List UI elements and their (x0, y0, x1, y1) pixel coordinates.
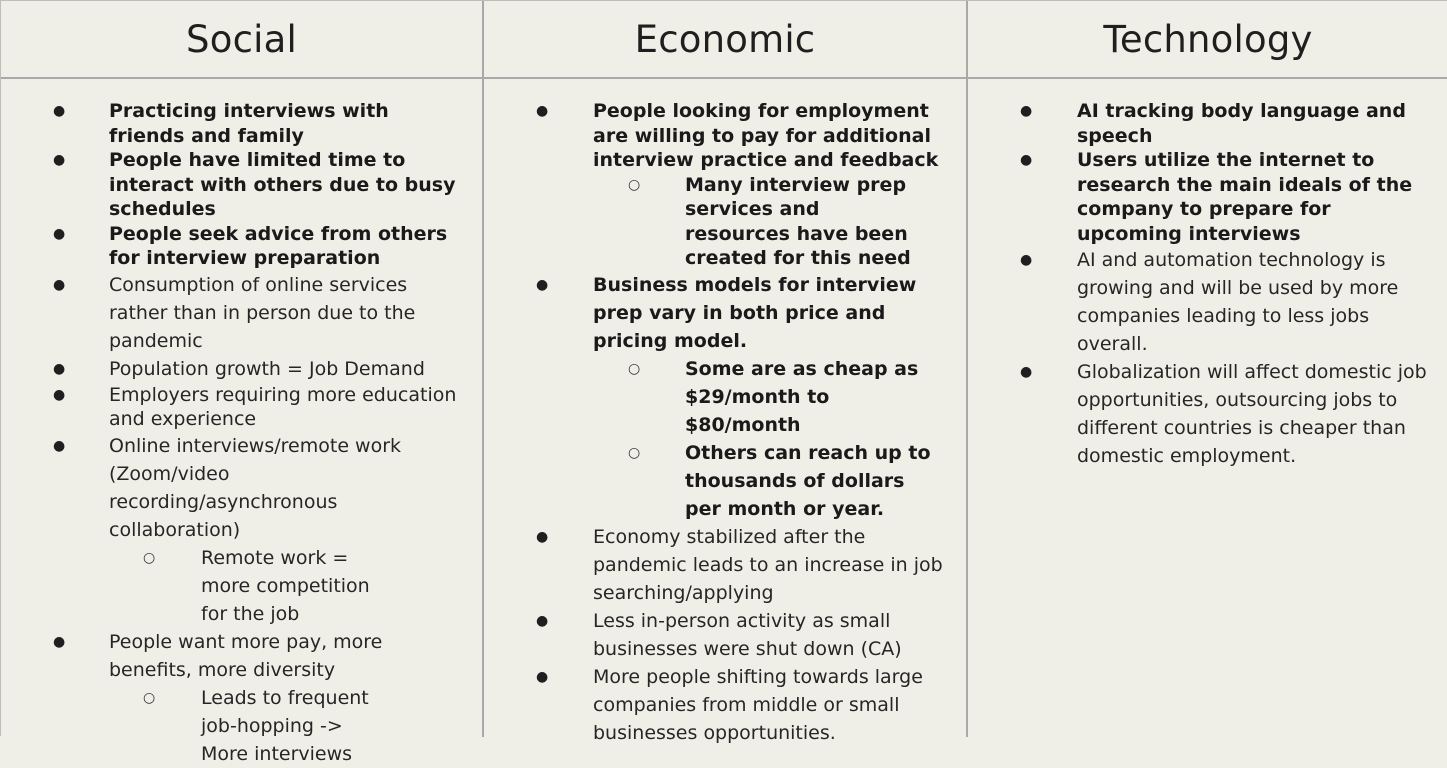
sub-bullet-icon: ○ (143, 549, 156, 566)
technology-list: ● AI tracking body language and speech ● U… (968, 99, 1447, 470)
list-item: ● Practicing interviews with friends and … (53, 100, 389, 147)
sub-list-item: ○ Some are as cheap as $29/month to $80/m… (484, 355, 952, 439)
column-header-social: Social (1, 1, 482, 79)
bullet-icon: ● (53, 103, 66, 119)
bullet-icon: ● (536, 276, 549, 293)
sub-list-item: ○ Others can reach up to thousands of dol… (484, 439, 952, 523)
sub-list: ○ Remote work = more competition for the … (1, 544, 468, 628)
sub-list-item: ○ Leads to frequent job-hopping -> More i… (1, 684, 468, 768)
bullet-icon: ● (1020, 152, 1033, 168)
bullet-icon: ● (53, 437, 66, 454)
social-list: ● Practicing interviews with friends and … (1, 99, 482, 768)
column-technology: Technology ● AI tracking body language an… (968, 1, 1447, 737)
sub-bullet-icon: ○ (628, 360, 641, 377)
list-item: ● AI and automation technology is growing… (968, 246, 1447, 358)
bullet-icon: ● (53, 360, 66, 377)
list-item: ● People seek advice from others for inte… (53, 222, 448, 270)
sub-list-item: ○ Many interview prep services and resour… (628, 173, 911, 270)
bullet-icon: ● (536, 668, 549, 685)
list-item: ● Economy stabilized after the pandemic l… (484, 523, 966, 607)
column-social: Social ● Practicing interviews with frien… (1, 1, 484, 765)
sub-bullet-icon: ○ (628, 444, 641, 461)
bullet-icon: ● (53, 225, 66, 242)
bullet-icon: ● (53, 386, 66, 403)
list-item: ● Online interviews/remote work (Zoom/vid… (1, 432, 482, 628)
list-item: ● Consumption of online services rather t… (1, 271, 482, 355)
sub-bullet-icon: ○ (143, 689, 156, 706)
list-item: ● People looking for employment are willi… (484, 99, 966, 271)
list-item: ● People have limited time to interact wi… (53, 149, 456, 220)
bullet-icon: ● (536, 612, 549, 629)
sub-list: ○ Many interview prep services and resour… (484, 173, 952, 271)
list-item: ● Less in-person activity as small busine… (484, 607, 966, 663)
bullet-icon: ● (1020, 252, 1033, 268)
list-item: ● Users utilize the internet to research … (1020, 149, 1413, 245)
bullet-icon: ● (536, 103, 549, 119)
list-item: ● Employers requiring more education and … (53, 383, 457, 431)
sub-list: ○ Some are as cheap as $29/month to $80/m… (484, 355, 952, 523)
sub-list: ○ Leads to frequent job-hopping -> More i… (1, 684, 468, 768)
list-item: ● More people shifting towards large comp… (484, 663, 966, 747)
bullet-icon: ● (1020, 103, 1033, 119)
bullet-icon: ● (536, 528, 549, 545)
economic-list: ● People looking for employment are willi… (484, 99, 966, 747)
column-header-technology: Technology (968, 1, 1447, 79)
sub-bullet-icon: ○ (628, 176, 641, 193)
list-item: ● Business models for interview prep vary… (484, 271, 966, 523)
column-economic: Economic ● People looking for employment … (484, 1, 968, 744)
sub-list-item: ○ Remote work = more competition for the … (1, 544, 468, 628)
list-item: ● Globalization will affect domestic job … (968, 358, 1447, 470)
list-item: ● AI tracking body language and speech (1020, 100, 1406, 147)
bullet-icon: ● (53, 152, 66, 168)
bullet-icon: ● (1020, 364, 1033, 380)
bullet-icon: ● (53, 276, 66, 293)
bullet-icon: ● (53, 633, 66, 650)
column-header-economic: Economic (484, 1, 966, 79)
list-item: ● Population growth = Job Demand (1, 355, 482, 383)
list-item: ● People want more pay, more benefits, mo… (1, 628, 482, 768)
